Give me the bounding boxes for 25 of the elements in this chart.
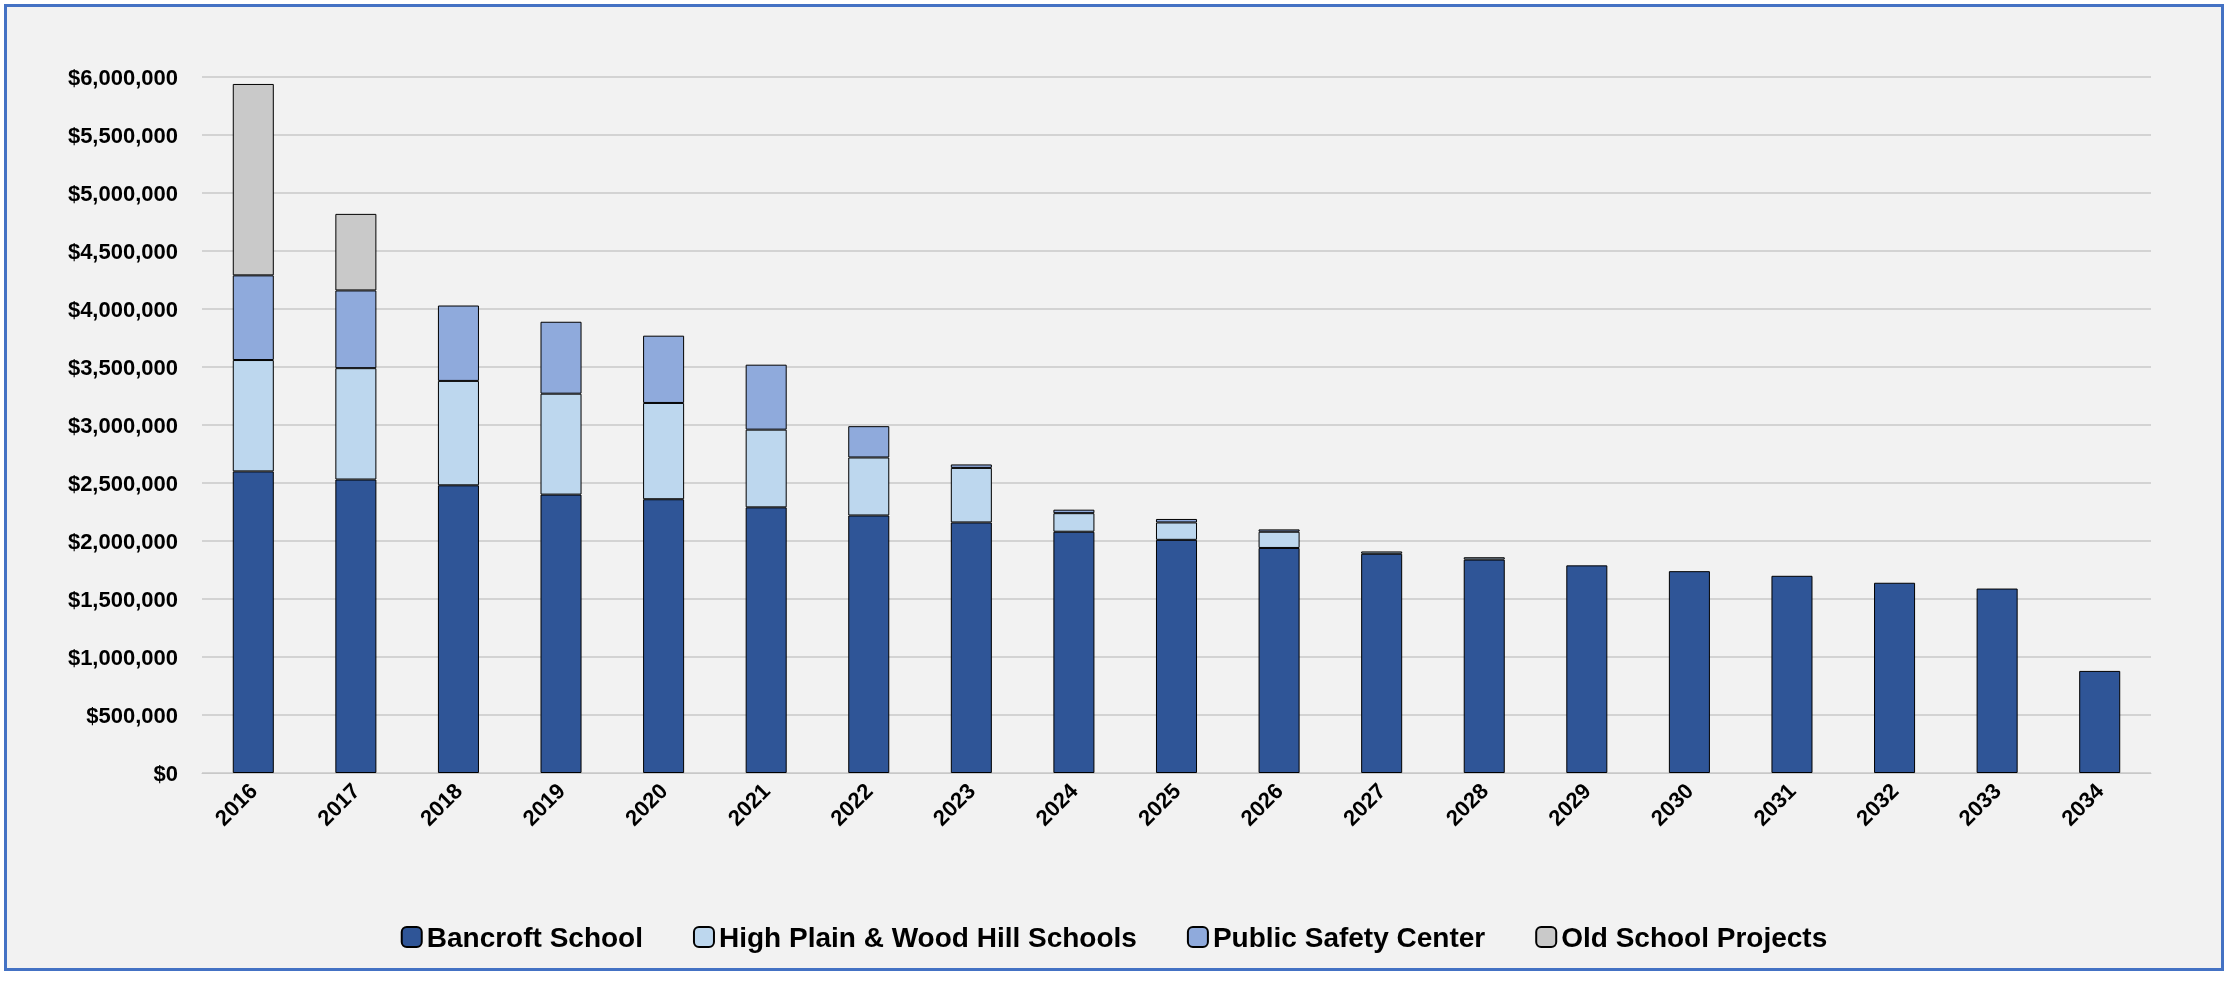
y-tick-label: $2,000,000 [67, 528, 178, 554]
bar [1771, 575, 1813, 773]
y-tick-label: $4,500,000 [67, 238, 178, 264]
y-tick-label: $5,500,000 [67, 122, 178, 148]
y-tick-label: $3,000,000 [67, 412, 178, 438]
bar [2079, 670, 2121, 773]
y-tick-label: $0 [153, 760, 178, 786]
bar [1361, 553, 1403, 773]
y-tick-label: $1,500,000 [67, 586, 178, 612]
legend-label: Public Safety Center [1212, 921, 1486, 953]
y-tick-label: $2,500,000 [67, 470, 178, 496]
y-tick-label: $1,000,000 [67, 644, 178, 670]
bar [1874, 582, 1916, 773]
bar [1463, 559, 1505, 773]
legend-label: Bancroft School [426, 921, 643, 953]
bar [1566, 565, 1608, 773]
y-tick-label: $3,500,000 [67, 354, 178, 380]
y-tick-label: $6,000,000 [67, 64, 178, 90]
y-tick-label: $5,000,000 [67, 180, 178, 206]
legend-label: Old School Projects [1561, 921, 1828, 953]
bar [1668, 571, 1710, 773]
y-tick-label: $4,000,000 [67, 296, 178, 322]
legend-label: High Plain & Wood Hill Schools [718, 921, 1137, 953]
bar [1976, 588, 2018, 773]
y-tick-label: $500,000 [86, 702, 178, 728]
